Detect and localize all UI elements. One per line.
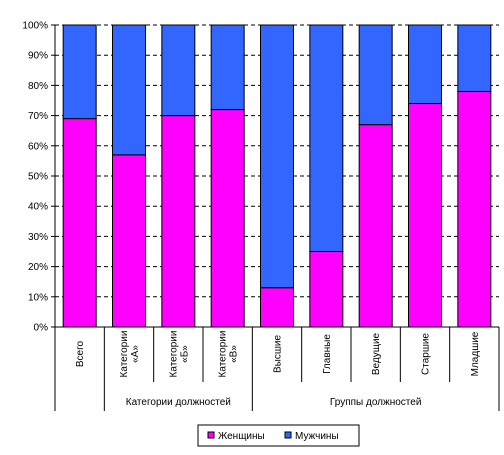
- y-tick-label: 70%: [28, 111, 48, 122]
- x-tick-label: «Б»: [179, 345, 190, 363]
- legend-label: Мужчины: [295, 431, 339, 442]
- x-tick-label: Главные: [322, 334, 333, 374]
- y-tick-label: 10%: [28, 292, 48, 303]
- bar-women: [161, 115, 196, 328]
- x-tick-label: Всего: [75, 340, 86, 367]
- bar-men: [161, 24, 196, 117]
- x-tick-label: Категории: [168, 331, 179, 378]
- category-label-group: Младшие: [470, 331, 481, 376]
- bar-men: [62, 24, 97, 120]
- category-label-group: Высшие: [273, 335, 284, 373]
- bar-women: [309, 251, 344, 328]
- bar-women: [358, 124, 393, 328]
- legend-swatch: [207, 431, 215, 439]
- y-tick-label: 50%: [28, 172, 48, 183]
- category-label-group: Главные: [322, 334, 333, 374]
- legend-swatch: [284, 431, 292, 439]
- group-label: Категории должностей: [126, 397, 231, 408]
- bar-women: [260, 287, 294, 328]
- y-tick-label: 20%: [28, 262, 48, 273]
- x-tick-label: Высшие: [273, 335, 284, 373]
- category-label-group: Категории «Б»: [168, 331, 190, 378]
- bar-women: [408, 103, 442, 328]
- x-tick-label: Категории: [218, 331, 229, 378]
- bar-men: [112, 24, 146, 156]
- x-tick-label: «А»: [130, 345, 141, 363]
- y-tick-label: 30%: [28, 232, 48, 243]
- category-label-group: Категории «В»: [218, 331, 240, 378]
- x-tick-label: Ведущие: [371, 332, 382, 375]
- bar-women: [112, 154, 146, 328]
- bar-women: [210, 109, 245, 328]
- bar-women: [62, 118, 97, 328]
- bar-men: [358, 24, 393, 126]
- bar-men: [210, 24, 245, 111]
- y-tick-label: 80%: [28, 81, 48, 92]
- bar-men: [457, 24, 492, 92]
- category-label-group: Категории «А»: [119, 331, 141, 378]
- bar-men: [309, 24, 344, 252]
- y-tick-label: 90%: [28, 51, 48, 62]
- x-tick-label: Младшие: [470, 331, 481, 376]
- bar-men: [408, 24, 442, 105]
- y-tick-label: 100%: [22, 21, 48, 32]
- x-tick-label: Старшие: [421, 333, 432, 375]
- y-tick-label: 0%: [34, 323, 49, 334]
- y-tick-label: 60%: [28, 141, 48, 152]
- x-tick-label: «В»: [229, 345, 240, 363]
- category-label-group: Ведущие: [371, 332, 382, 375]
- y-tick-label: 40%: [28, 202, 48, 213]
- x-tick-label: Категории: [119, 331, 130, 378]
- category-label-group: Старшие: [421, 333, 432, 375]
- legend-label: Женщины: [218, 431, 265, 442]
- category-label-group: Всего: [75, 340, 86, 367]
- legend: [197, 424, 360, 447]
- group-label: Группы должностей: [330, 397, 422, 408]
- bar-women: [457, 90, 492, 328]
- bar-men: [260, 24, 294, 289]
